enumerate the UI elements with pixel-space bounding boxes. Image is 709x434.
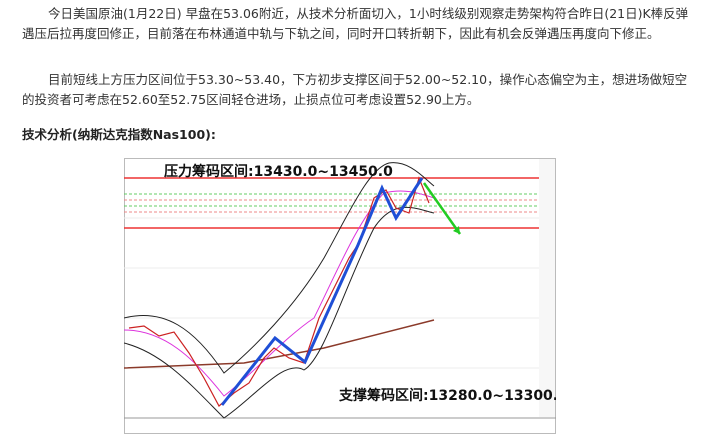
chart-image: 压力筹码区间:13430.0~13450.0 支撑筹码区间:13280.0~13… <box>124 158 556 434</box>
resistance-label: 压力筹码区间:13430.0~13450.0 <box>164 163 393 180</box>
bollinger-lower <box>124 206 435 419</box>
forecast-arrow <box>422 182 462 235</box>
wave-arrow <box>220 177 424 406</box>
support-label: 支撑筹码区间:13280.0~13300.0 <box>338 387 556 404</box>
section-heading: 技术分析(纳斯达克指数Nas100): <box>22 127 216 142</box>
moving-average <box>124 319 435 369</box>
bollinger-mid <box>124 190 435 397</box>
price-line <box>128 176 430 407</box>
paragraph: 目前短线上方压力区间位于53.30~53.40，下方初步支撑区间于52.00~5… <box>22 72 688 107</box>
paragraph: 今日美国原油(1月22日) 早盘在53.06附近，从技术分析面切入，1小时线级别… <box>22 6 689 41</box>
label-background <box>336 384 536 406</box>
grid <box>124 217 539 369</box>
arrow-head <box>453 226 460 234</box>
dashed-levels <box>124 193 539 213</box>
price-axis <box>539 159 555 417</box>
bollinger-upper <box>124 162 435 374</box>
